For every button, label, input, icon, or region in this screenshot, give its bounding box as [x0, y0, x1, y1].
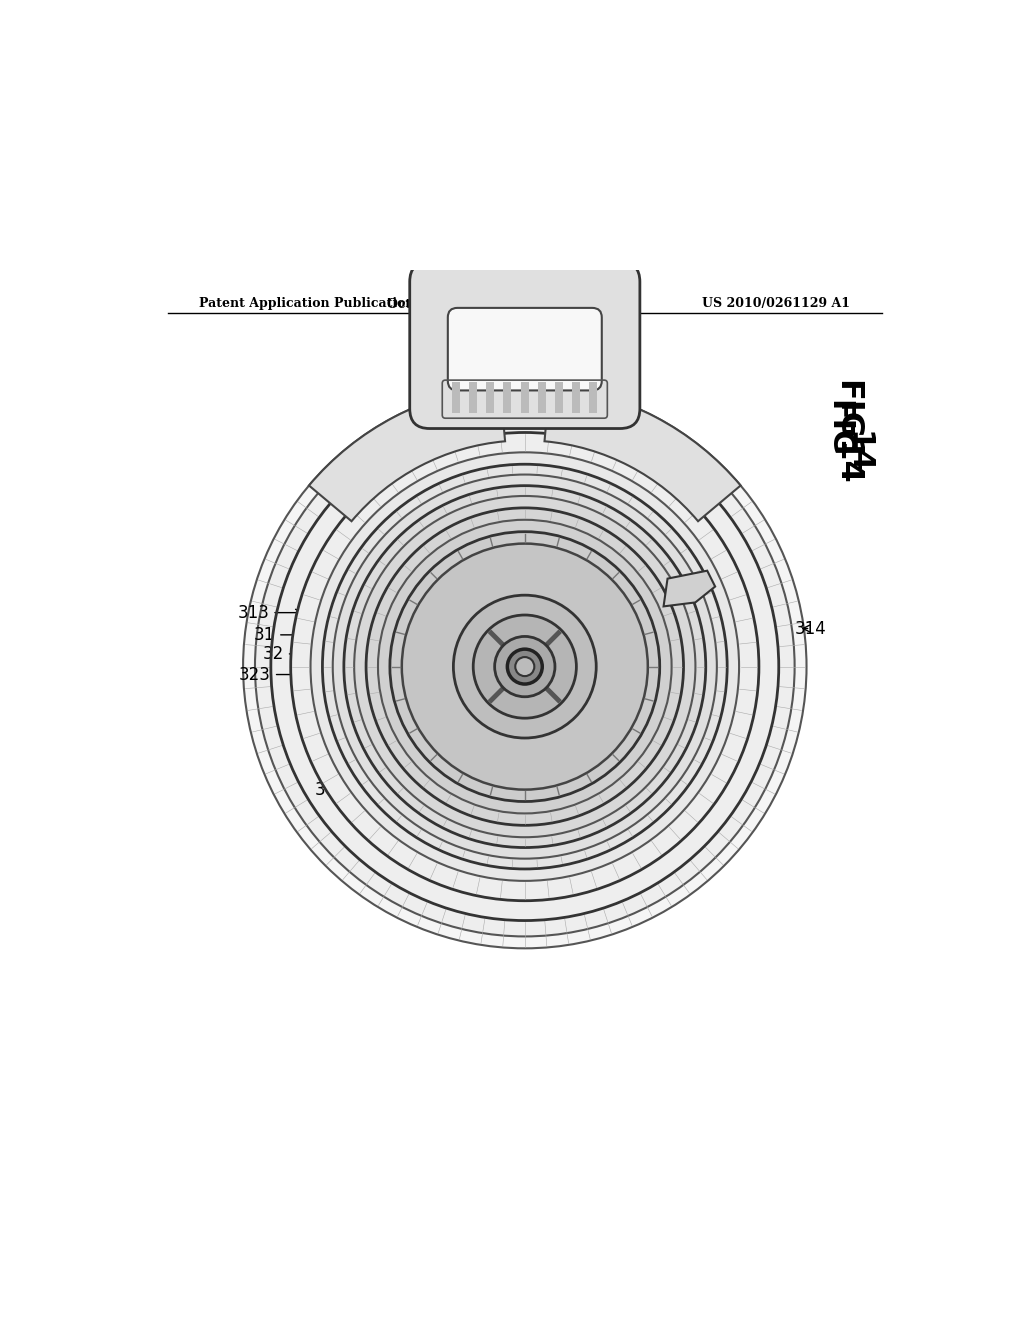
Bar — [486, 383, 495, 413]
Text: FIG: FIG — [823, 400, 853, 457]
Text: 43: 43 — [608, 523, 663, 550]
Circle shape — [515, 657, 535, 676]
Polygon shape — [664, 570, 715, 606]
Bar — [520, 383, 528, 413]
Circle shape — [323, 465, 727, 869]
Circle shape — [378, 520, 672, 813]
Circle shape — [310, 453, 739, 880]
Circle shape — [344, 486, 706, 847]
Circle shape — [390, 532, 659, 801]
Text: 32: 32 — [262, 645, 361, 663]
Bar — [504, 383, 511, 413]
Text: 42: 42 — [545, 483, 631, 506]
Circle shape — [255, 397, 795, 936]
Circle shape — [495, 636, 555, 697]
Circle shape — [454, 595, 596, 738]
Circle shape — [354, 496, 695, 837]
Bar — [555, 383, 563, 413]
Text: US 2010/0261129 A1: US 2010/0261129 A1 — [702, 297, 850, 310]
Text: 30: 30 — [314, 744, 416, 799]
Bar — [572, 383, 580, 413]
Text: 14: 14 — [844, 432, 872, 474]
Circle shape — [473, 615, 577, 718]
Circle shape — [243, 385, 807, 948]
Circle shape — [366, 508, 684, 825]
Bar — [469, 383, 477, 413]
Bar — [452, 383, 460, 413]
FancyBboxPatch shape — [447, 308, 602, 391]
Text: 31: 31 — [254, 626, 336, 644]
Text: 323: 323 — [239, 665, 376, 684]
Text: 313: 313 — [238, 603, 302, 622]
Circle shape — [291, 433, 759, 900]
Bar — [538, 383, 546, 413]
Wedge shape — [545, 385, 740, 521]
FancyBboxPatch shape — [410, 261, 640, 429]
Wedge shape — [309, 385, 505, 521]
Text: 23: 23 — [446, 846, 468, 863]
Text: 314: 314 — [795, 619, 826, 638]
Text: 324: 324 — [373, 779, 434, 840]
Circle shape — [401, 544, 648, 789]
Text: FIG14: FIG14 — [830, 380, 862, 484]
Bar — [590, 383, 597, 413]
Text: Oct. 14, 2010  Sheet 14 of 21: Oct. 14, 2010 Sheet 14 of 21 — [387, 297, 592, 310]
Text: Patent Application Publication: Patent Application Publication — [200, 297, 415, 310]
Text: 20: 20 — [332, 512, 437, 549]
Circle shape — [333, 475, 717, 858]
Circle shape — [507, 649, 543, 684]
